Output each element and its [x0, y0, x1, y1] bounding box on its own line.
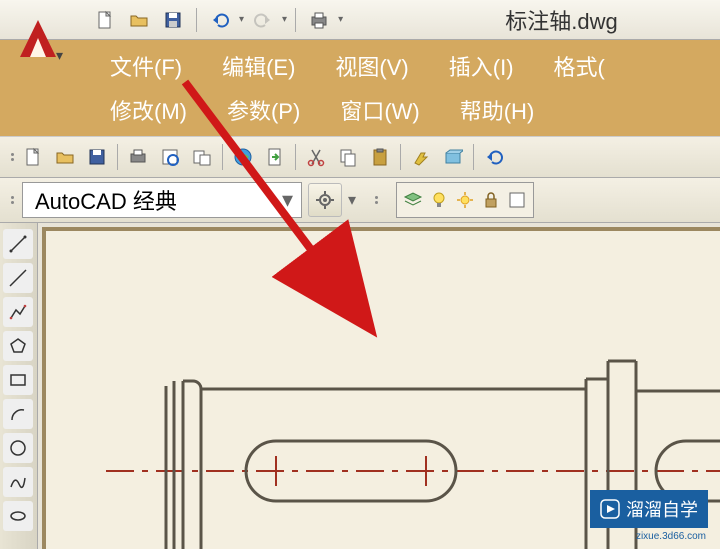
polyline-tool-button[interactable]: [3, 297, 33, 327]
tb-copy-button[interactable]: [333, 143, 363, 171]
menu-row-1: 文件(F) 编辑(E) 视图(V) 插入(I) 格式(: [90, 44, 720, 88]
separator: [295, 8, 296, 32]
menu-help[interactable]: 帮助(H): [440, 88, 555, 132]
workspace-selector[interactable]: AutoCAD 经典: [22, 182, 302, 218]
draw-toolbar: [0, 223, 38, 549]
document-title: 标注轴.dwg: [403, 4, 720, 36]
menu-bar: 文件(F) 编辑(E) 视图(V) 插入(I) 格式( 修改(M) 参数(P) …: [0, 40, 720, 136]
sun-icon: [455, 190, 475, 210]
layers-icon: [403, 190, 423, 210]
menu-parametric[interactable]: 参数(P): [207, 88, 320, 132]
quick-access-toolbar: ▾ ▾ ▾: [90, 6, 343, 34]
toolbar-handle[interactable]: [8, 141, 16, 173]
ellipse-tool-button[interactable]: [3, 501, 33, 531]
qat-print-button[interactable]: [304, 6, 334, 34]
app-menu-button[interactable]: ▾: [0, 0, 75, 80]
gear-icon: [315, 190, 335, 210]
separator: [295, 144, 296, 170]
watermark-url: zixue.3d66.com: [636, 531, 706, 542]
arc-tool-button[interactable]: [3, 399, 33, 429]
qat-undo-button[interactable]: [205, 6, 235, 34]
watermark-text: 溜溜自学: [626, 496, 698, 522]
lightbulb-icon: [429, 190, 449, 210]
menu-format[interactable]: 格式(: [534, 44, 625, 88]
tb-preview-button[interactable]: [155, 143, 185, 171]
menu-modify[interactable]: 修改(M): [90, 88, 207, 132]
xline-tool-button[interactable]: [3, 263, 33, 293]
separator: [400, 144, 401, 170]
workspace-selected-label: AutoCAD 经典: [35, 184, 177, 216]
qat-new-button[interactable]: [90, 6, 120, 34]
tb-match-button[interactable]: [406, 143, 436, 171]
polygon-tool-button[interactable]: [3, 331, 33, 361]
tb-send-button[interactable]: [228, 143, 258, 171]
separator: [473, 144, 474, 170]
svg-text:▾: ▾: [56, 47, 63, 63]
tb-open-button[interactable]: [50, 143, 80, 171]
tb-save-button[interactable]: [82, 143, 112, 171]
circle-tool-button[interactable]: [3, 433, 33, 463]
tb-export-button[interactable]: [260, 143, 290, 171]
tb-paste-button[interactable]: [365, 143, 395, 171]
standard-toolbar: [0, 136, 720, 178]
spline-tool-button[interactable]: [3, 467, 33, 497]
toolbar-handle[interactable]: [8, 184, 16, 216]
qat-save-button[interactable]: [158, 6, 188, 34]
workspace-settings-button[interactable]: [308, 183, 342, 217]
tb-print-button[interactable]: [123, 143, 153, 171]
color-swatch-icon: [507, 190, 527, 210]
dropdown-icon[interactable]: ▾: [348, 190, 356, 210]
menu-window[interactable]: 窗口(W): [320, 88, 439, 132]
menu-edit[interactable]: 编辑(E): [202, 44, 315, 88]
toolbar-handle[interactable]: [372, 184, 380, 216]
dropdown-icon[interactable]: ▾: [338, 14, 343, 25]
separator: [117, 144, 118, 170]
separator: [196, 8, 197, 32]
layer-panel[interactable]: [396, 182, 534, 218]
lock-icon: [481, 190, 501, 210]
rectangle-tool-button[interactable]: [3, 365, 33, 395]
menu-view[interactable]: 视图(V): [315, 44, 428, 88]
tb-undo-button[interactable]: [479, 143, 509, 171]
qat-open-button[interactable]: [124, 6, 154, 34]
workspace-bar: AutoCAD 经典 ▾: [0, 178, 720, 223]
menu-file[interactable]: 文件(F): [90, 44, 202, 88]
menu-insert[interactable]: 插入(I): [429, 44, 534, 88]
dropdown-icon[interactable]: ▾: [239, 14, 244, 25]
watermark-badge: 溜溜自学: [590, 490, 708, 528]
play-icon: [600, 499, 620, 519]
qat-redo-button[interactable]: [248, 6, 278, 34]
tb-cut-button[interactable]: [301, 143, 331, 171]
line-tool-button[interactable]: [3, 229, 33, 259]
tb-new-button[interactable]: [18, 143, 48, 171]
tb-block-button[interactable]: [438, 143, 468, 171]
dropdown-icon[interactable]: ▾: [282, 14, 287, 25]
separator: [222, 144, 223, 170]
menu-row-2: 修改(M) 参数(P) 窗口(W) 帮助(H): [90, 88, 720, 132]
tb-publish-button[interactable]: [187, 143, 217, 171]
title-bar: ▾ ▾ ▾ ▾ 标注轴.dwg: [0, 0, 720, 40]
